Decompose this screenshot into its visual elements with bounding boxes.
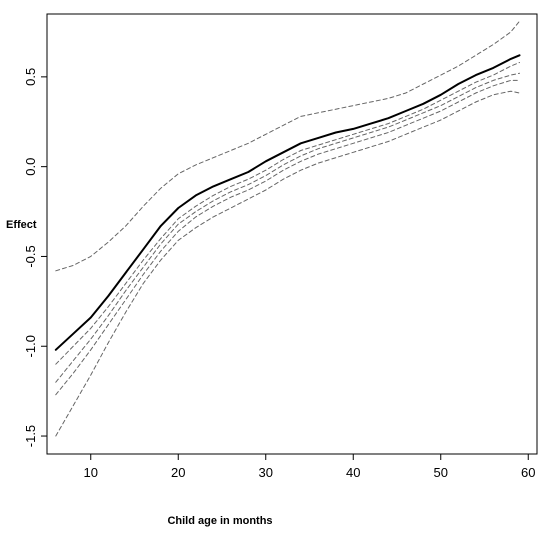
plot-frame xyxy=(46,13,538,455)
y-tick-label: 0.5 xyxy=(23,68,38,86)
series-line-dashed-5 xyxy=(55,90,520,437)
x-tick-label: 20 xyxy=(171,465,185,480)
series-layer xyxy=(54,20,521,437)
x-tick-label: 40 xyxy=(346,465,360,480)
series-line-dashed-3 xyxy=(55,72,520,383)
y-tick-label: -0.5 xyxy=(23,245,38,267)
series-line-dashed-1 xyxy=(55,20,520,272)
x-tick-label: 50 xyxy=(434,465,448,480)
x-tick-label: 60 xyxy=(521,465,535,480)
series-line-dashed-2 xyxy=(55,62,520,365)
y-tick-label: 0.0 xyxy=(23,158,38,176)
series-line-estimate xyxy=(54,54,521,351)
x-tick-label: 30 xyxy=(259,465,273,480)
series-line-dashed-4 xyxy=(55,79,520,396)
y-tick-label: -1.0 xyxy=(23,335,38,357)
x-axis: 10 20 30 40 50 60 xyxy=(84,454,535,480)
x-axis-title: Child age in months xyxy=(167,515,272,527)
y-axis-title: Effect xyxy=(6,219,37,231)
x-tick-label: 10 xyxy=(84,465,98,480)
y-tick-label: -1.5 xyxy=(23,425,38,447)
y-axis: -1.5 -1.0 -0.5 0.0 0.5 xyxy=(23,68,47,447)
